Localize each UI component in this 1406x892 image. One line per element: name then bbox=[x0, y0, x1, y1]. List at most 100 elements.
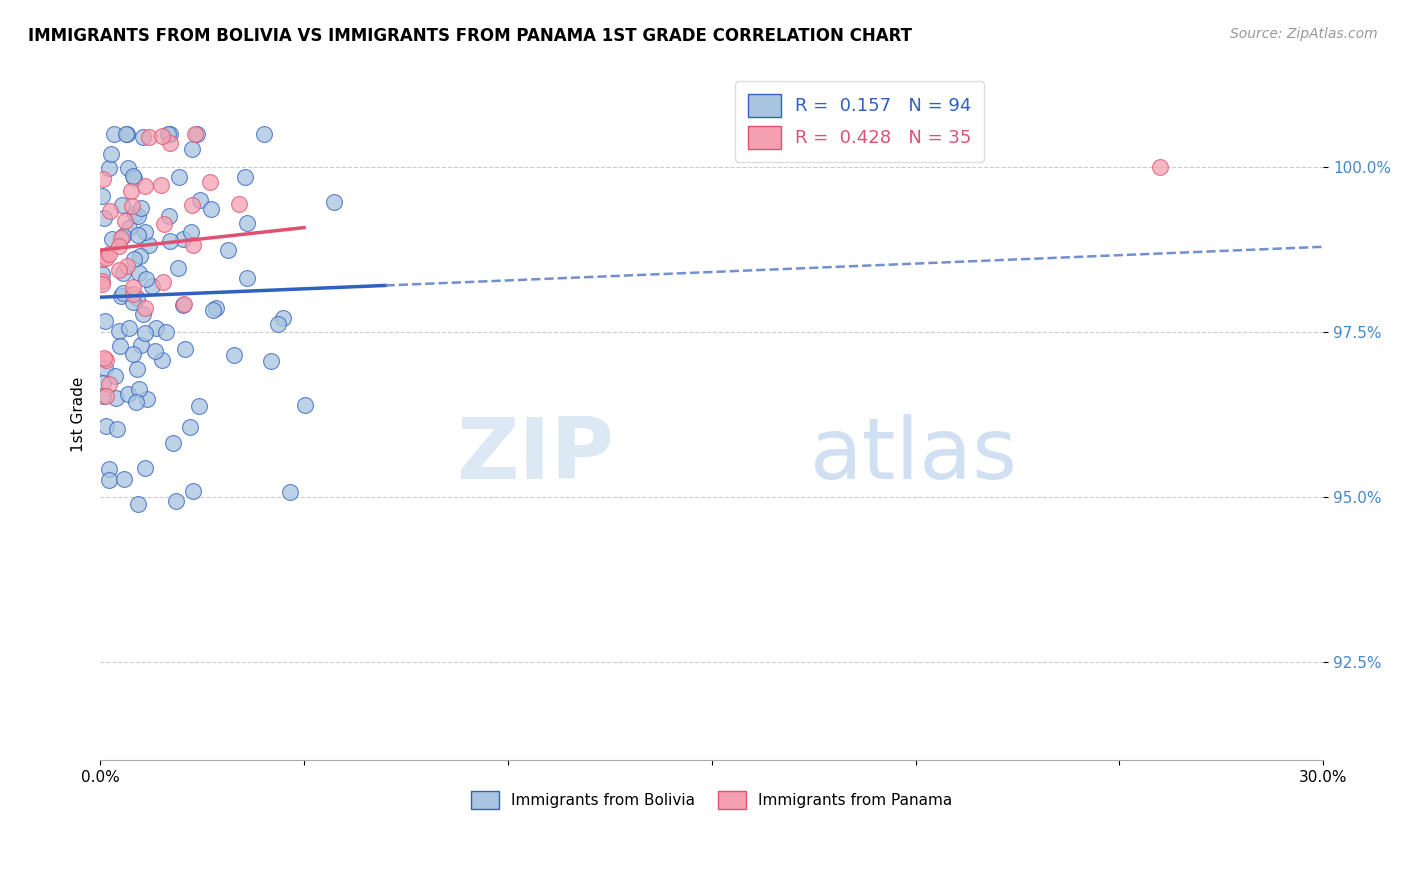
Point bbox=[134, 225, 156, 239]
Point bbox=[128, 248, 150, 262]
Point bbox=[181, 237, 204, 252]
Point bbox=[217, 244, 239, 258]
Point bbox=[322, 195, 344, 210]
Point bbox=[128, 382, 150, 396]
Point bbox=[159, 128, 181, 142]
Point bbox=[108, 339, 131, 353]
Point bbox=[97, 247, 120, 261]
Point bbox=[172, 298, 194, 312]
Point bbox=[91, 388, 114, 402]
Point bbox=[122, 252, 145, 266]
Point bbox=[131, 338, 153, 352]
Point bbox=[124, 207, 146, 221]
Point bbox=[96, 353, 118, 368]
Point bbox=[167, 170, 190, 185]
Point bbox=[159, 234, 181, 248]
Point bbox=[162, 435, 184, 450]
Point bbox=[180, 225, 202, 239]
Point bbox=[134, 179, 156, 194]
Point bbox=[108, 239, 131, 253]
Point bbox=[134, 460, 156, 475]
Point bbox=[93, 211, 115, 225]
Point bbox=[122, 169, 145, 184]
Text: atlas: atlas bbox=[810, 415, 1018, 498]
Point bbox=[125, 395, 148, 409]
Point bbox=[155, 325, 177, 339]
Point bbox=[121, 286, 143, 301]
Point bbox=[105, 392, 128, 406]
Point bbox=[1149, 161, 1171, 175]
Point bbox=[280, 485, 302, 500]
Point bbox=[94, 314, 117, 328]
Point bbox=[100, 146, 122, 161]
Point bbox=[260, 353, 283, 368]
Point bbox=[166, 260, 188, 275]
Point bbox=[143, 343, 166, 358]
Point bbox=[165, 494, 187, 508]
Point bbox=[179, 420, 201, 434]
Point bbox=[136, 392, 159, 406]
Point bbox=[91, 252, 114, 267]
Point bbox=[110, 289, 132, 303]
Point bbox=[94, 418, 117, 433]
Point bbox=[111, 285, 134, 300]
Point bbox=[114, 214, 136, 228]
Point bbox=[138, 129, 160, 144]
Point bbox=[228, 197, 250, 211]
Point bbox=[115, 128, 138, 142]
Point bbox=[266, 317, 288, 331]
Point bbox=[104, 369, 127, 384]
Point bbox=[131, 307, 153, 321]
Point bbox=[204, 301, 226, 315]
Point bbox=[188, 193, 211, 207]
Point bbox=[111, 198, 134, 212]
Point bbox=[108, 324, 131, 338]
Point bbox=[120, 185, 142, 199]
Point bbox=[198, 175, 221, 189]
Point bbox=[253, 128, 276, 142]
Point bbox=[91, 188, 114, 202]
Point bbox=[236, 216, 259, 230]
Point bbox=[173, 297, 195, 311]
Legend: Immigrants from Bolivia, Immigrants from Panama: Immigrants from Bolivia, Immigrants from… bbox=[465, 785, 957, 815]
Point bbox=[294, 398, 316, 412]
Point bbox=[97, 461, 120, 475]
Point bbox=[91, 274, 114, 288]
Point bbox=[201, 302, 224, 317]
Point bbox=[93, 351, 115, 365]
Point bbox=[184, 128, 207, 142]
Point bbox=[156, 128, 179, 142]
Text: IMMIGRANTS FROM BOLIVIA VS IMMIGRANTS FROM PANAMA 1ST GRADE CORRELATION CHART: IMMIGRANTS FROM BOLIVIA VS IMMIGRANTS FR… bbox=[28, 27, 912, 45]
Y-axis label: 1st Grade: 1st Grade bbox=[72, 376, 86, 452]
Point bbox=[91, 267, 114, 281]
Point bbox=[115, 128, 138, 142]
Point bbox=[150, 178, 173, 192]
Point bbox=[135, 272, 157, 286]
Point bbox=[97, 473, 120, 487]
Point bbox=[110, 230, 132, 244]
Point bbox=[181, 484, 204, 499]
Point bbox=[91, 171, 114, 186]
Point bbox=[94, 251, 117, 265]
Point bbox=[134, 301, 156, 315]
Point bbox=[117, 161, 139, 176]
Point bbox=[236, 271, 259, 285]
Point bbox=[127, 497, 149, 511]
Point bbox=[112, 266, 135, 280]
Point bbox=[273, 310, 295, 325]
Point bbox=[128, 266, 150, 280]
Point bbox=[117, 320, 139, 334]
Point bbox=[145, 321, 167, 335]
Point bbox=[121, 279, 143, 293]
Point bbox=[127, 227, 149, 242]
Point bbox=[127, 209, 149, 223]
Point bbox=[150, 352, 173, 367]
Point bbox=[157, 209, 180, 223]
Point bbox=[121, 199, 143, 213]
Point bbox=[122, 347, 145, 361]
Point bbox=[134, 326, 156, 340]
Point bbox=[105, 422, 128, 436]
Point bbox=[200, 202, 222, 217]
Point bbox=[153, 217, 176, 231]
Point bbox=[118, 221, 141, 235]
